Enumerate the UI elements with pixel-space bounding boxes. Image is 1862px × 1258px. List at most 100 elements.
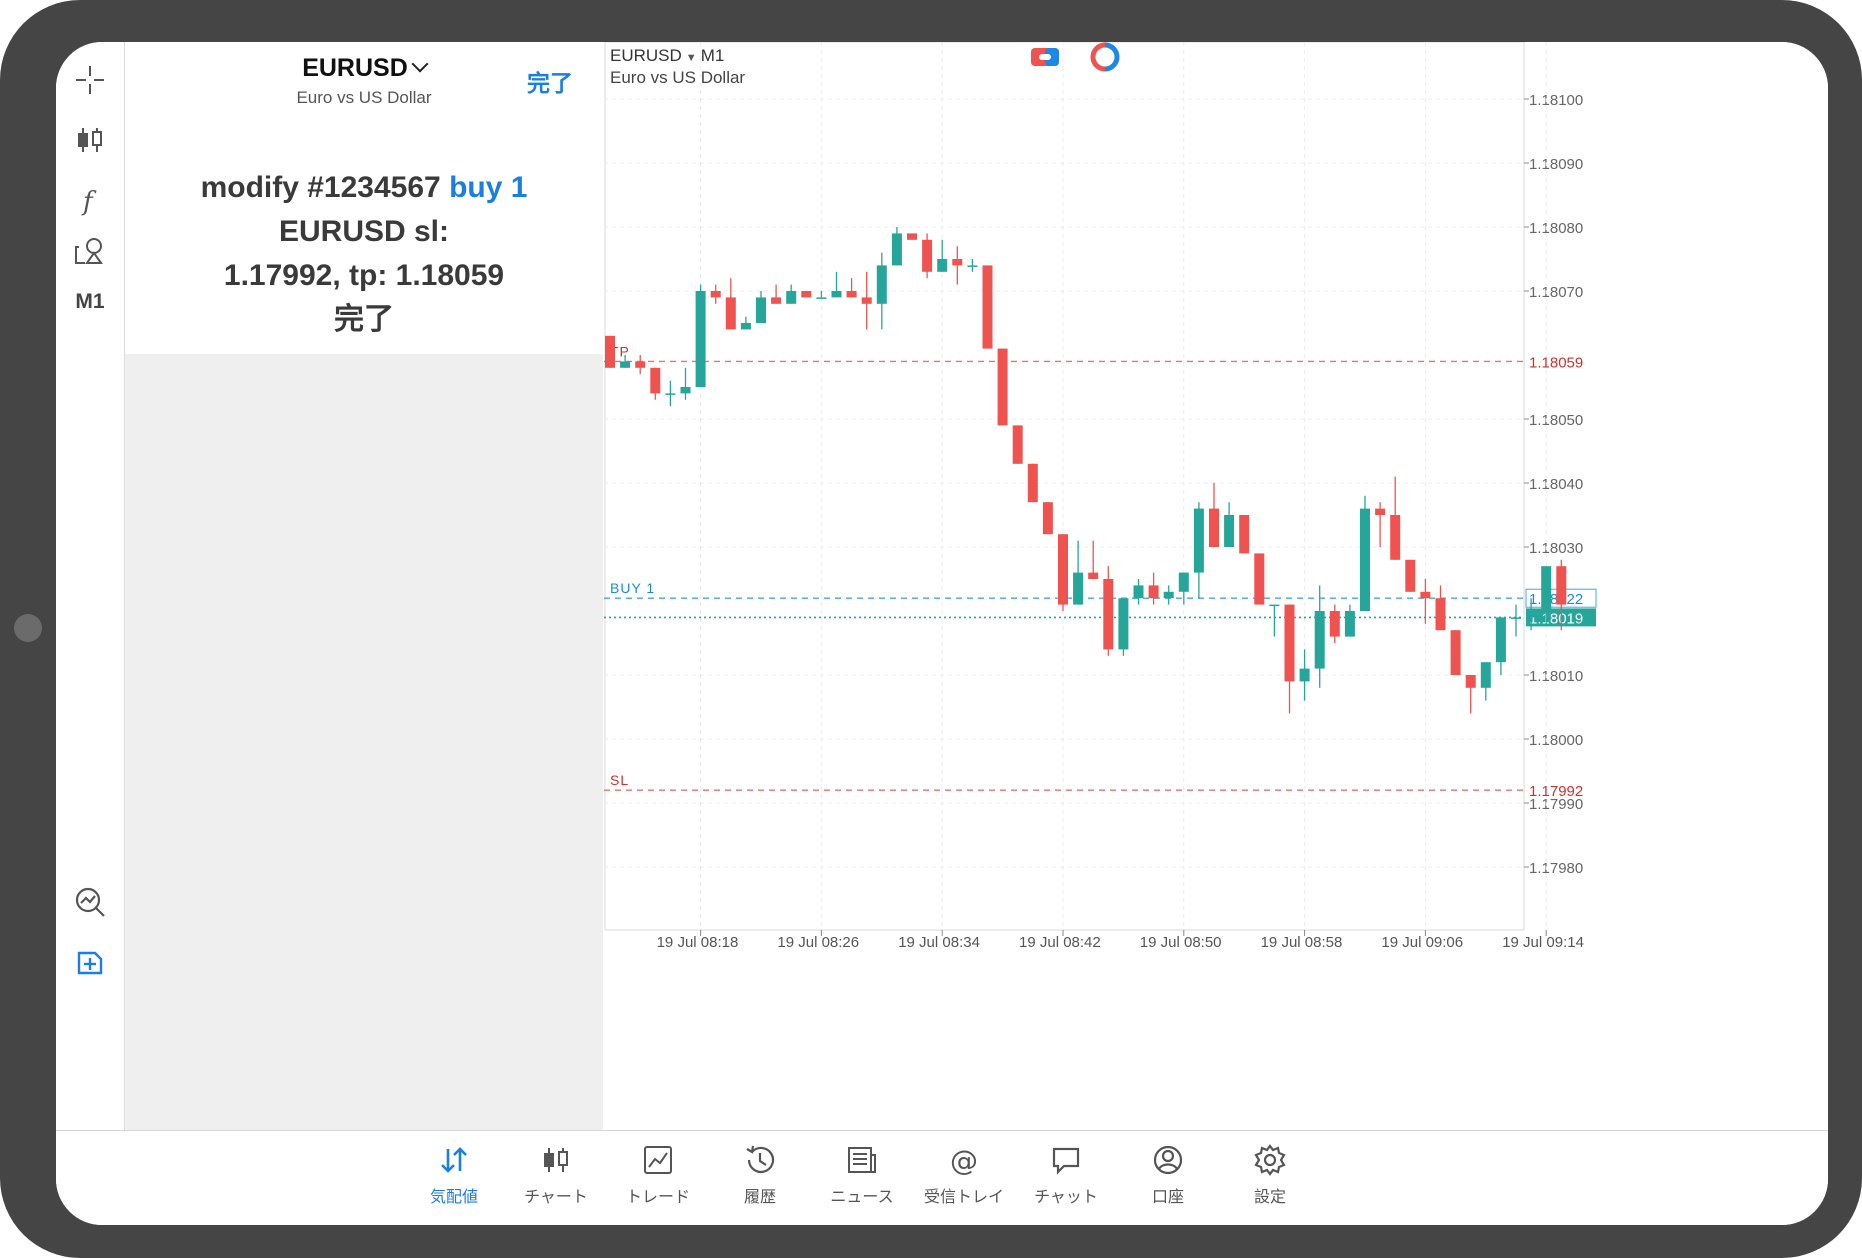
candle-body [1118,598,1129,650]
candle-body [1148,585,1159,599]
candle-body [1254,553,1265,605]
candle-body [907,233,917,240]
nav-settings[interactable]: 設定 [1220,1143,1320,1207]
nav-chat[interactable]: チャット [1016,1143,1116,1207]
candle-body [1088,572,1099,579]
settings-icon [1254,1144,1286,1176]
candle-body [1556,566,1567,605]
bottom-nav: 気配値 チャート トレード 履歴 ニュース @ 受信トレイ チャット 口座 [56,1130,1828,1225]
chart-symbol: EURUSD [610,46,682,65]
candle-body [1269,604,1280,607]
buy-label: BUY 1 [610,580,655,596]
nav-label: 履歴 [743,1189,776,1206]
message-suffix: EURUSD sl: [278,215,450,248]
new-order-icon [77,951,103,975]
quotes-icon [441,1147,467,1173]
candle-body [1420,591,1431,599]
nav-news[interactable]: ニュース [812,1143,912,1207]
candle-body [1103,579,1114,650]
news-icon [848,1147,876,1173]
candle-body [1284,604,1295,682]
message-order-type: buy 1 [449,171,528,204]
candle-body [1058,534,1068,605]
message-prefix: modify #1234567 [200,171,450,204]
account-icon [1153,1145,1183,1175]
objects-button[interactable] [66,230,114,274]
candle-body [1193,508,1204,573]
chart-timeframe: M1 [700,46,725,65]
chart-header: EURUSD ▼ M1 [610,46,724,66]
chart-trade-button[interactable] [66,880,114,924]
symbol-selector[interactable]: EURUSD [125,54,603,83]
device-camera [14,614,42,642]
candle-body [1541,566,1552,611]
x-tick-label: 19 Jul 08:42 [1019,934,1101,951]
candle-body [1511,617,1521,619]
y-tick-label: 1.18000 [1529,732,1583,749]
chart-canvas[interactable]: 1.18100 1.18090 1.18080 1.18070 1.18050 1.180… [604,42,1828,1130]
x-tick-label: 19 Jul 08:18 [657,934,739,951]
price-chart[interactable]: 1.18100 1.18090 1.18080 1.18070 1.18050 1.180… [604,42,1828,1130]
candle-body [620,361,631,368]
candle-body [831,291,842,298]
candle-body [1375,508,1386,515]
candle-body [1450,630,1461,675]
message-levels: 1.17992, tp: 1.18059 [223,259,505,292]
nav-chart[interactable]: チャート [506,1143,606,1207]
candle-body [1495,617,1506,663]
candle-body [635,361,646,368]
x-tick-label: 19 Jul 09:14 [1502,934,1584,951]
candle-body [680,387,691,394]
candle-body [756,297,766,323]
order-panel: EURUSD Euro vs US Dollar 完了 modify #1234… [125,42,603,1130]
candle-body [710,291,721,298]
nav-trade[interactable]: トレード [608,1143,708,1207]
timeframe-label: M1 [75,290,105,313]
done-button[interactable]: 完了 [527,70,573,96]
candle-body [1239,515,1250,554]
bid-price-label: 1.18019 [1529,610,1583,627]
x-tick-label: 19 Jul 08:58 [1261,934,1343,951]
tp-price-label: 1.18059 [1529,354,1583,371]
symbol-name: EURUSD [302,54,408,82]
candle-body [605,335,615,368]
chart-icon [544,1148,568,1172]
y-tick-label: 1.17990 [1529,796,1583,813]
crosshair-button[interactable] [66,58,114,102]
nav-history[interactable]: 履歴 [710,1143,810,1207]
candle-body [1133,585,1144,599]
y-tick-label: 1.18100 [1529,92,1583,109]
nav-label: チャット [1034,1189,1098,1206]
y-tick-label: 1.17980 [1529,860,1583,877]
candle-body [650,367,661,394]
chart-type-icon [78,128,102,152]
nav-account[interactable]: 口座 [1118,1143,1218,1207]
nav-quotes[interactable]: 気配値 [404,1143,504,1207]
nav-label: チャート [524,1189,588,1206]
candle-body [1465,675,1476,688]
y-tick-label: 1.18040 [1529,476,1583,493]
one-click-trading-icon[interactable] [1028,42,1062,72]
nav-mailbox[interactable]: @ 受信トレイ [914,1143,1014,1207]
candle-body [725,297,736,330]
history-icon [746,1145,775,1174]
left-toolbar: f M1 [56,42,125,1130]
y-tick-label: 1.18080 [1529,220,1583,237]
timeframe-button[interactable]: M1 [66,280,114,324]
plot-border [604,42,1525,931]
candle-body [1390,515,1401,560]
order-result: EURUSD Euro vs US Dollar 完了 modify #1234… [125,42,603,354]
x-tick-label: 19 Jul 08:50 [1140,934,1222,951]
nav-label: 設定 [1253,1189,1286,1206]
crosshair-icon [76,66,104,94]
candle-body [1224,515,1235,547]
x-tick-label: 19 Jul 09:06 [1381,934,1463,951]
signal-icon[interactable] [1088,42,1122,72]
symbol-description: Euro vs US Dollar [296,88,432,107]
chart-type-button[interactable] [66,118,114,162]
indicators-button[interactable]: f [66,178,114,222]
new-order-button[interactable] [66,940,114,984]
trade-icon [644,1146,672,1174]
candle-body [1042,502,1053,535]
candle-body [816,297,827,299]
